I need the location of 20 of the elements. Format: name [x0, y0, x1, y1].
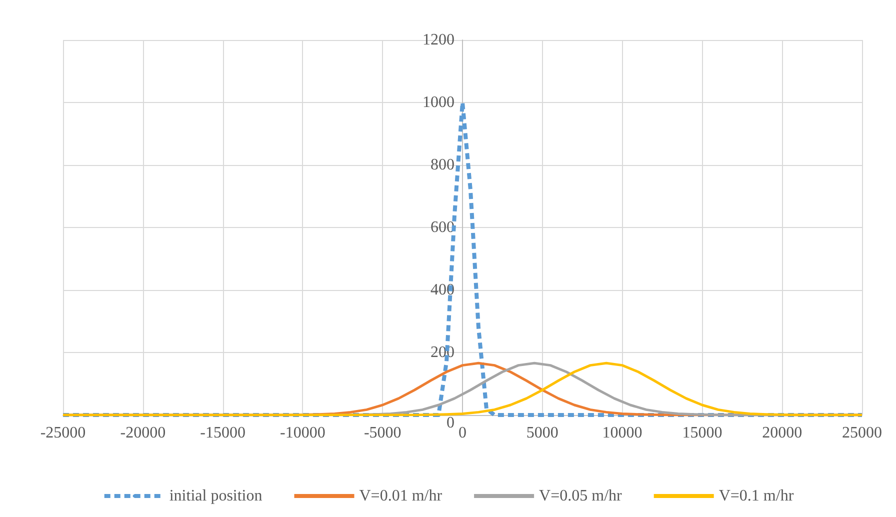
x-tick-label: 10000 [602, 424, 642, 442]
x-tick-label: -5000 [364, 424, 402, 442]
legend-label: V=0.05 m/hr [539, 488, 623, 504]
x-tick-label: -25000 [40, 424, 86, 442]
x-tick-label: 25000 [842, 424, 882, 442]
line-series [62, 362, 864, 416]
y-tick-label: 400 [430, 282, 454, 298]
x-tick-label: -20000 [120, 424, 166, 442]
x-tick-label: -10000 [280, 424, 326, 442]
legend-label: initial position [169, 488, 262, 504]
y-tick-label: 1000 [422, 94, 454, 111]
legend-label: V=0.01 m/hr [359, 488, 443, 504]
x-tick-label: 15000 [682, 424, 722, 442]
legend-label: V=0.1 m/hr [718, 488, 794, 504]
x-tick-label: 5000 [526, 424, 558, 442]
x-tick-label: 20000 [762, 424, 802, 442]
x-tick-label: -15000 [200, 424, 246, 442]
x-tick-label: 0 [458, 424, 466, 442]
y-tick-label: 800 [430, 156, 454, 174]
y-tick-label: 1200 [422, 32, 454, 48]
